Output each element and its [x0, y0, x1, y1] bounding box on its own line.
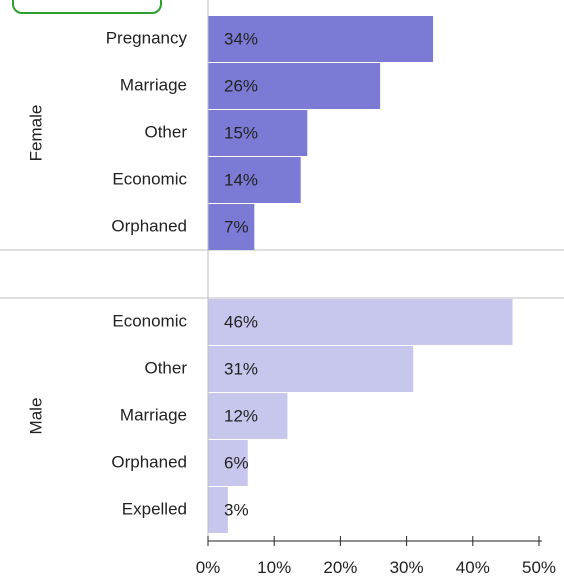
data-label: 34% — [224, 29, 258, 48]
bar — [208, 110, 308, 156]
data-label: 31% — [224, 359, 258, 378]
x-tick-label: 50% — [522, 558, 556, 577]
bar — [208, 346, 414, 392]
bar — [208, 487, 228, 533]
x-tick-label: 20% — [323, 558, 357, 577]
data-label: 3% — [224, 500, 249, 519]
data-label: 7% — [224, 217, 249, 236]
bar — [208, 157, 301, 203]
x-tick-label: 40% — [456, 558, 490, 577]
data-label: 26% — [224, 76, 258, 95]
group-label: Female — [26, 105, 45, 162]
category-label: Other — [144, 122, 187, 141]
bar — [208, 393, 288, 439]
category-label: Marriage — [120, 405, 187, 424]
data-label: 6% — [224, 453, 249, 472]
category-label: Orphaned — [111, 216, 187, 235]
bar — [208, 16, 434, 62]
category-label: Marriage — [120, 75, 187, 94]
x-tick-label: 10% — [257, 558, 291, 577]
category-label: Pregnancy — [106, 28, 188, 47]
green-tab-decoration — [12, 0, 162, 14]
data-label: 15% — [224, 123, 258, 142]
category-label: Economic — [112, 311, 187, 330]
bar — [208, 299, 513, 345]
x-tick-label: 0% — [196, 558, 221, 577]
bar — [208, 204, 255, 250]
x-tick-label: 30% — [390, 558, 424, 577]
data-label: 46% — [224, 312, 258, 331]
category-label: Expelled — [122, 499, 187, 518]
category-label: Economic — [112, 169, 187, 188]
data-label: 14% — [224, 170, 258, 189]
bar — [208, 440, 248, 486]
data-label: 12% — [224, 406, 258, 425]
group-label: Male — [26, 398, 45, 435]
category-label: Other — [144, 358, 187, 377]
bar — [208, 63, 381, 109]
category-label: Orphaned — [111, 452, 187, 471]
